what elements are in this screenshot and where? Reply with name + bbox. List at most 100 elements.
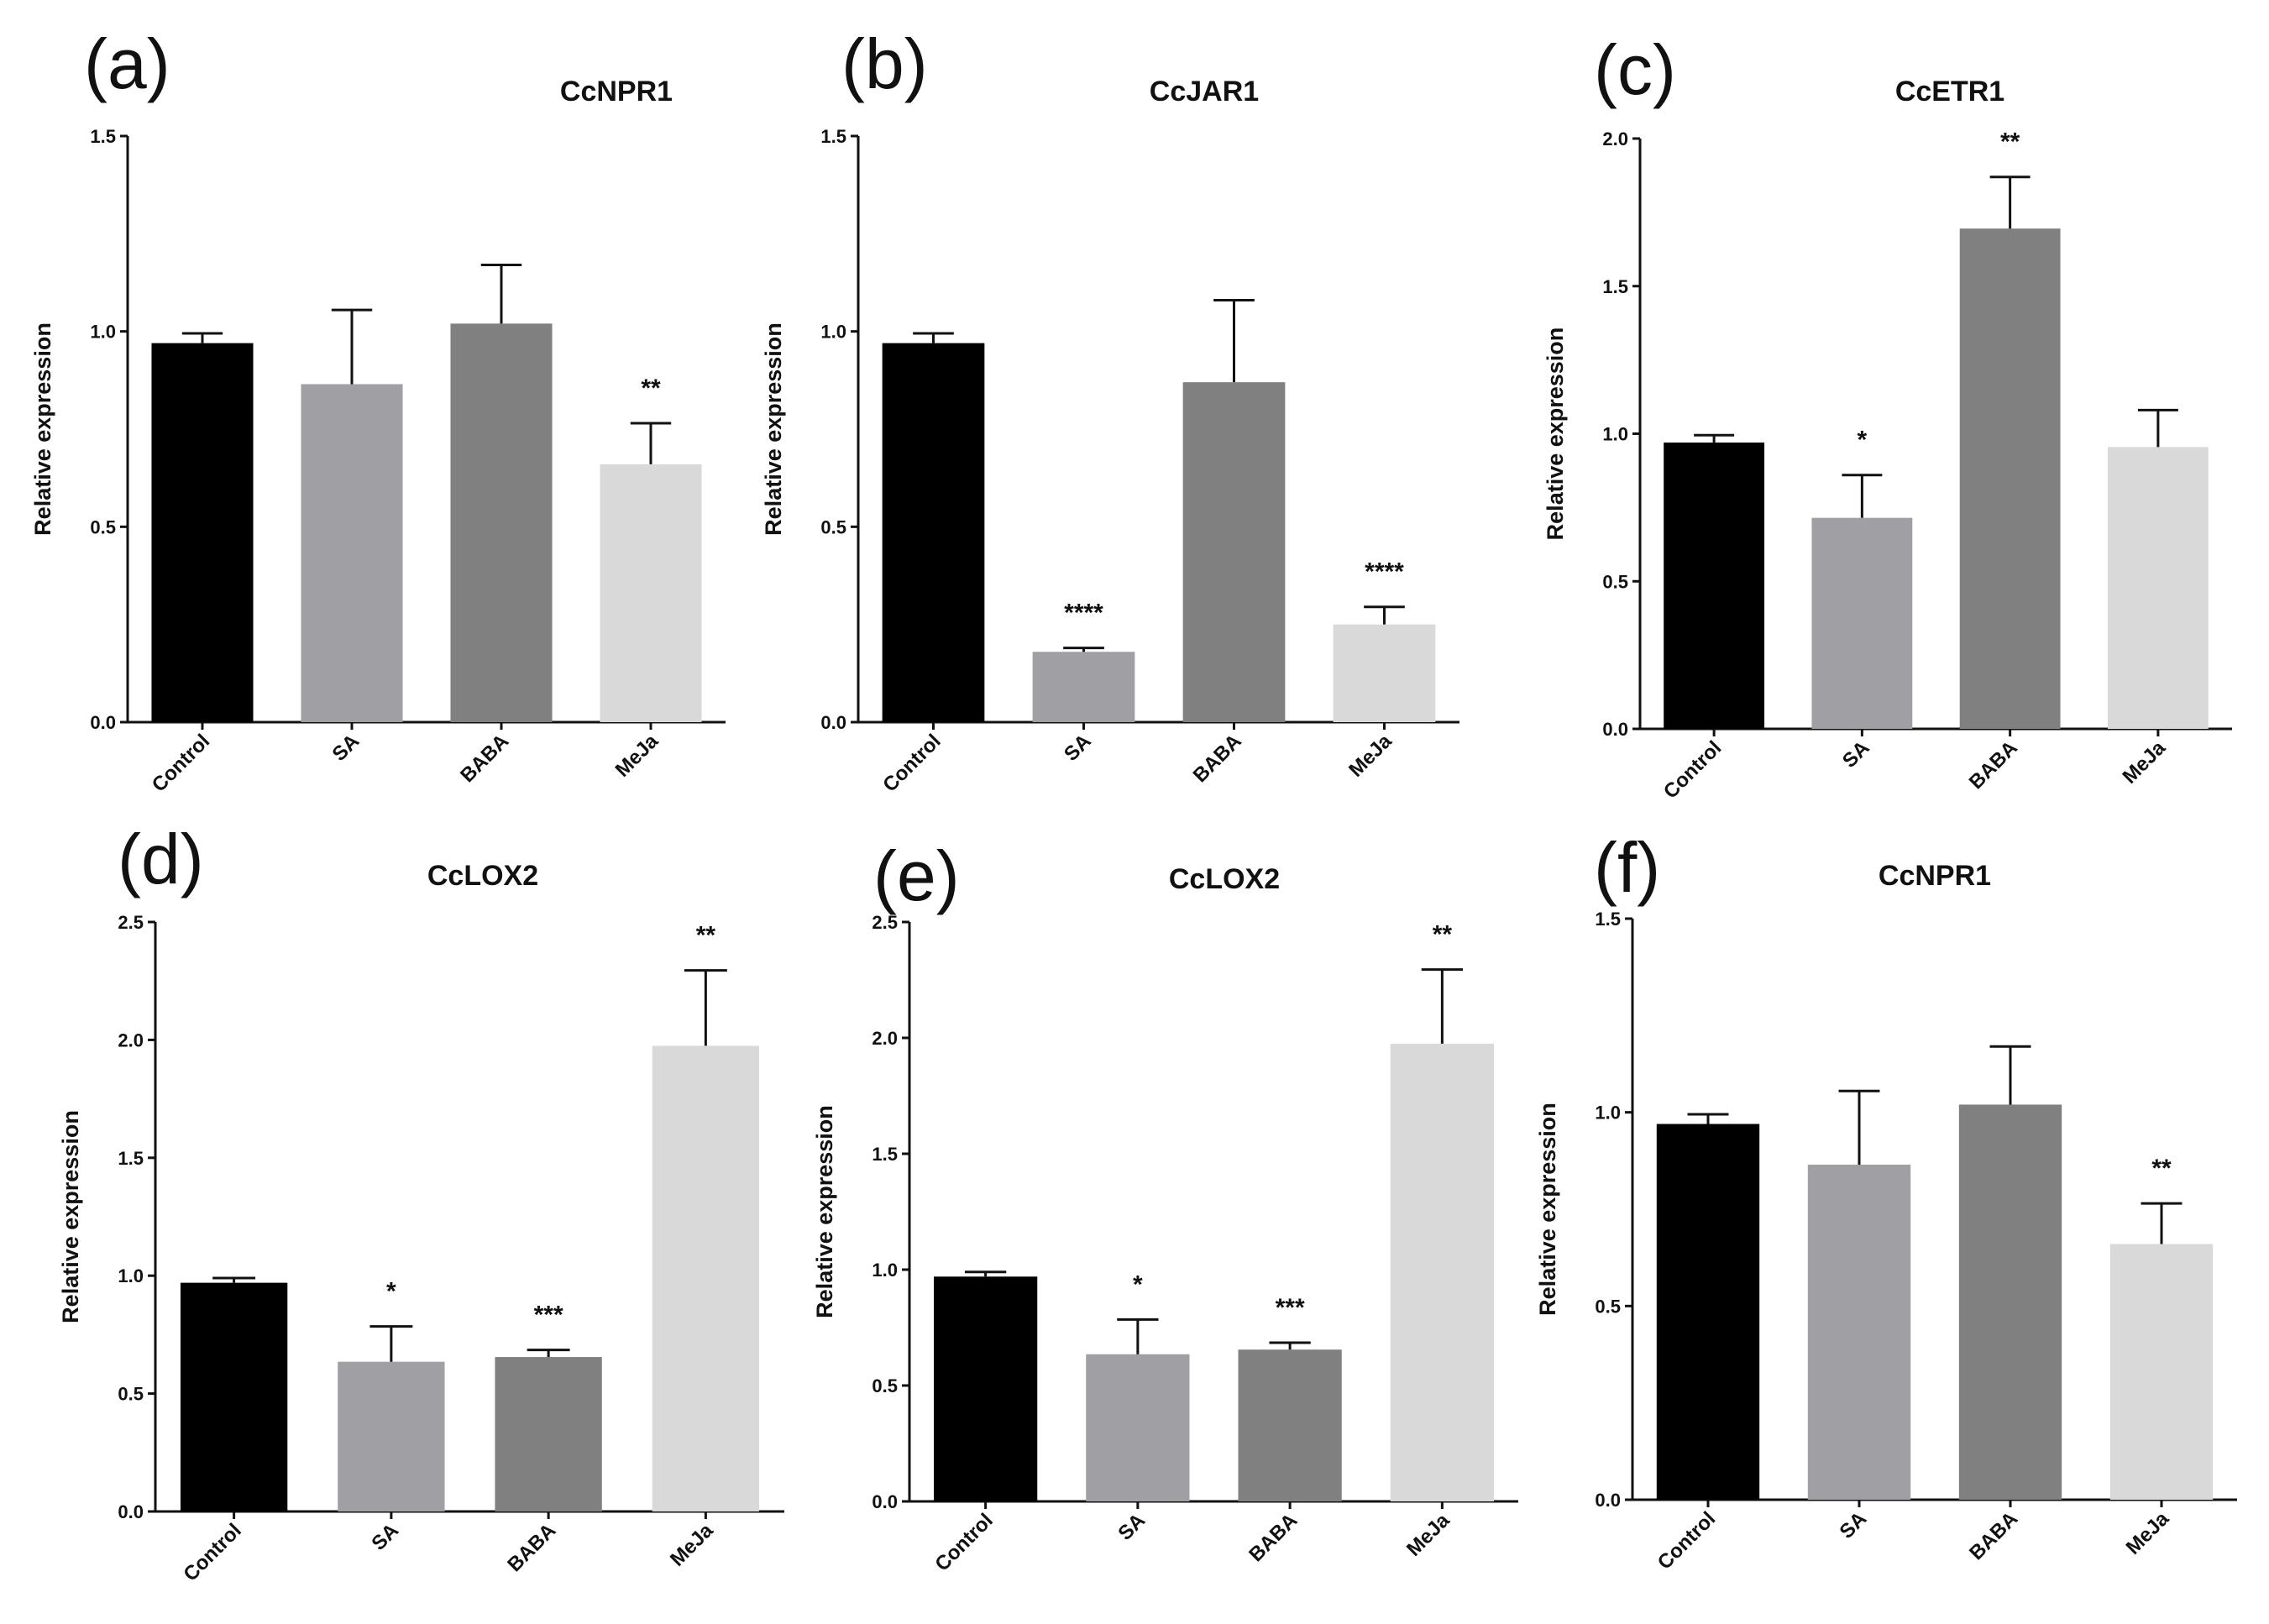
error-bar [684, 969, 727, 1046]
category-label: SA [367, 1519, 403, 1555]
error-bar [1838, 1089, 1880, 1165]
y-tick-label: 1.5 [1602, 276, 1628, 297]
y-tick-label: 0.0 [872, 1491, 898, 1512]
bar-meja [1390, 1043, 1494, 1501]
panel-letter: (b) [841, 24, 928, 103]
bar-sa [1807, 1164, 1911, 1500]
category-label: MeJa [1402, 1509, 1454, 1561]
category-label: BABA [1245, 1509, 1302, 1566]
panel-letter: (c) [1594, 30, 1676, 109]
significance-label: * [386, 1278, 396, 1306]
bar-meja [1333, 624, 1436, 722]
error-bar [2137, 408, 2178, 448]
significance-label: ** [2000, 128, 2020, 156]
y-tick-label: 0.5 [118, 1384, 144, 1405]
bar-baba [1959, 228, 2061, 729]
y-tick-label: 2.0 [1602, 128, 1628, 149]
significance-label: ** [1433, 921, 1453, 949]
bar-baba [495, 1357, 602, 1511]
bar-sa [1086, 1354, 1190, 1501]
y-tick-label: 0.5 [872, 1375, 898, 1396]
error-bar [1842, 474, 1883, 518]
category-label: MeJa [611, 730, 663, 782]
bar-meja [652, 1045, 760, 1511]
y-axis-label: Relative expression [761, 322, 786, 536]
y-tick-label: 1.5 [90, 126, 116, 147]
chart-panel: (d) CcLOX2 0.0 0.5 1.0 1.5 2.0 2.5 Relative expr… [58, 820, 784, 1586]
category-label: Control [1659, 736, 1726, 803]
y-tick-label: 1.5 [872, 1144, 898, 1165]
y-tick-label: 0.0 [1602, 719, 1628, 740]
bar-sa [338, 1361, 445, 1511]
error-bar [913, 332, 954, 343]
bar-control [1656, 1124, 1760, 1500]
error-bar [181, 332, 223, 343]
category-label: BABA [1189, 730, 1246, 787]
category-label: Control [148, 730, 214, 796]
error-bar [1117, 1318, 1159, 1354]
category-label: Control [930, 1509, 997, 1575]
bar-baba [1958, 1104, 2062, 1500]
bar-baba [1238, 1349, 1342, 1501]
bar-meja [2109, 1244, 2214, 1500]
error-bar [1687, 1113, 1729, 1124]
category-label: Control [179, 1519, 245, 1585]
error-bar [1694, 433, 1735, 443]
panel-letter: (d) [118, 820, 204, 898]
category-label: SA [1838, 736, 1874, 773]
error-bar [964, 1270, 1007, 1277]
bar-control [180, 1282, 288, 1511]
bar-baba [450, 323, 553, 722]
y-tick-label: 1.0 [118, 1265, 144, 1286]
error-bar [1063, 647, 1104, 652]
category-label: MeJa [2119, 736, 2171, 788]
bar-control [151, 343, 254, 722]
y-axis-label: Relative expression [30, 322, 55, 536]
y-tick-label: 0.0 [1595, 1490, 1621, 1511]
y-tick-label: 2.0 [872, 1028, 898, 1049]
y-tick-label: 2.5 [872, 912, 898, 933]
bar-control [934, 1276, 1038, 1501]
y-tick-label: 2.5 [118, 912, 144, 933]
chart-title: CcLOX2 [1169, 863, 1280, 895]
chart-panel: (a) CcNPR1 0.0 0.5 1.0 1.5 Relative expression… [30, 24, 726, 797]
significance-label: **** [1365, 558, 1404, 586]
significance-label: * [1858, 427, 1868, 454]
error-bar [331, 308, 373, 385]
bar-sa [1811, 517, 1913, 729]
error-bar [527, 1349, 570, 1358]
y-axis-label: Relative expression [1535, 1103, 1560, 1316]
bar-control [882, 343, 985, 722]
y-tick-label: 1.0 [872, 1260, 898, 1281]
bar-sa [301, 384, 403, 722]
significance-label: ** [696, 922, 716, 950]
category-label: SA [1060, 730, 1096, 766]
category-label: SA [1836, 1507, 1872, 1543]
chart-title: CcJAR1 [1150, 76, 1259, 107]
error-bar [2141, 1202, 2183, 1244]
y-tick-label: 1.0 [1602, 424, 1628, 445]
error-bar [1989, 1045, 2031, 1105]
significance-label: *** [534, 1302, 563, 1329]
category-label: MeJa [2122, 1507, 2174, 1559]
chart-title: CcETR1 [1895, 76, 2004, 107]
bar-control [1664, 443, 1765, 729]
category-label: BABA [1965, 736, 2022, 794]
category-label: SA [1114, 1509, 1150, 1545]
category-label: SA [328, 730, 364, 766]
chart-panel: (f) CcNPR1 0.0 0.5 1.0 1.5 Relative expression… [1535, 828, 2237, 1574]
category-label: Control [1653, 1507, 1720, 1574]
bar-meja [2107, 447, 2209, 729]
significance-label: * [1133, 1270, 1143, 1298]
error-bar [212, 1276, 256, 1283]
y-tick-label: 1.5 [1595, 909, 1621, 930]
y-tick-label: 1.0 [820, 322, 846, 343]
y-tick-label: 0.5 [90, 516, 116, 537]
category-label: BABA [1965, 1507, 2022, 1564]
y-axis-label: Relative expression [58, 1110, 83, 1323]
y-tick-label: 1.5 [118, 1148, 144, 1169]
category-label: MeJa [1344, 730, 1397, 782]
category-label: BABA [456, 730, 513, 787]
y-tick-label: 0.0 [90, 712, 116, 733]
